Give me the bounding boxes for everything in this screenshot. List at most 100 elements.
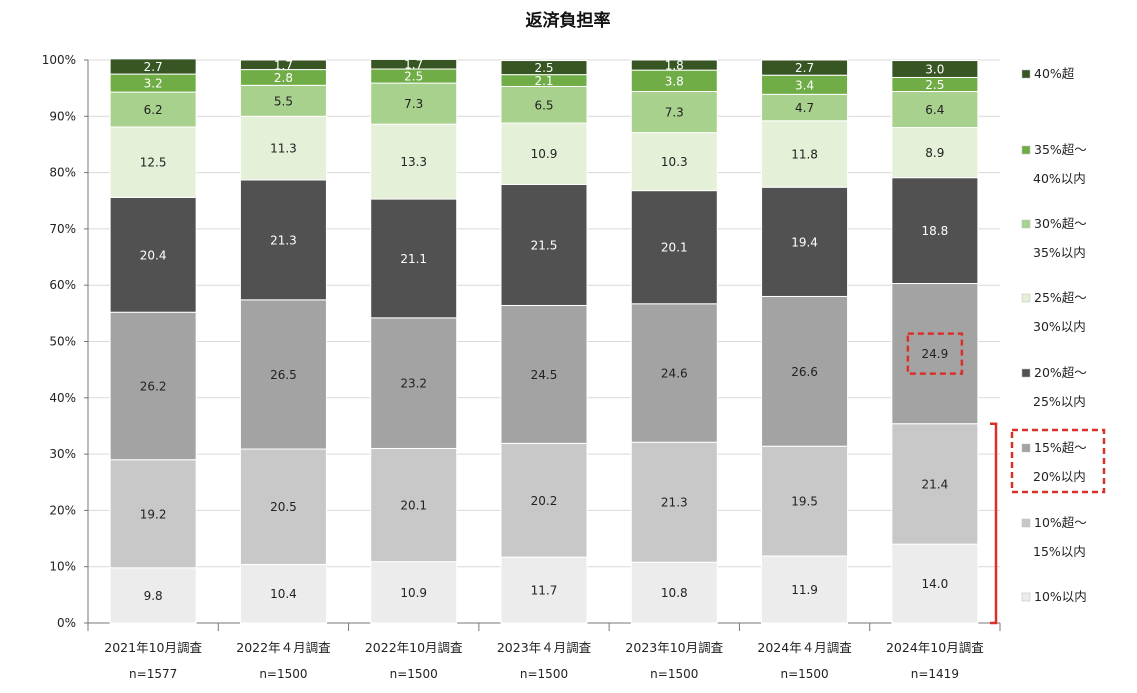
bar-segment: [630, 561, 718, 624]
data-label: 11.9: [791, 583, 818, 597]
bar-segment: [239, 448, 327, 565]
data-label: 3.8: [665, 74, 684, 88]
data-label: 10.3: [661, 155, 688, 169]
legend-label: 15%以内: [1033, 544, 1086, 559]
data-label: 18.8: [921, 224, 948, 238]
bar-segment: [370, 198, 458, 319]
data-label: 20.4: [140, 248, 167, 262]
bar-segment: [239, 59, 327, 71]
data-label: 9.8: [144, 589, 163, 603]
bar-segment: [500, 556, 588, 624]
bar-segment: [109, 196, 197, 313]
y-tick-label: 0%: [57, 616, 76, 630]
legend-label: 35%以内: [1033, 245, 1086, 260]
bar-segment: [370, 58, 458, 70]
data-label: 10.4: [270, 587, 297, 601]
y-tick-label: 50%: [49, 335, 76, 349]
data-label: 26.5: [270, 368, 297, 382]
bar-segment: [891, 177, 979, 285]
data-label: 6.2: [144, 103, 163, 117]
y-tick-label: 80%: [49, 166, 76, 180]
bar-segment: [761, 120, 849, 188]
category-label: 2022年４月調査: [236, 640, 331, 655]
data-label: 6.5: [534, 98, 553, 112]
legend-label: 10%以内: [1034, 589, 1087, 604]
data-label: 20.2: [531, 494, 558, 508]
data-label: 26.2: [140, 379, 167, 393]
legend-swatch: [1021, 219, 1031, 229]
bar-segment: [109, 311, 197, 461]
bar-segment: [109, 567, 197, 624]
bar-segment: [370, 82, 458, 125]
bar-segment: [370, 317, 458, 449]
data-label: 10.9: [400, 586, 427, 600]
data-label: 10.8: [661, 586, 688, 600]
bar-segment: [761, 295, 849, 447]
data-label: 23.2: [400, 377, 427, 391]
data-label: 2.5: [534, 61, 553, 75]
category-label: 2024年４月調査: [757, 640, 852, 655]
legend-label: 20%超〜: [1034, 365, 1087, 380]
legend-swatch: [1021, 443, 1031, 453]
bar-segment: [239, 179, 327, 301]
annotations: [906, 332, 1106, 625]
legend-swatch: [1021, 368, 1031, 378]
y-tick-label: 30%: [49, 447, 76, 461]
legend-label: 35%超〜: [1034, 142, 1087, 157]
y-tick-label: 20%: [49, 503, 76, 517]
legend-label: 30%超〜: [1034, 216, 1087, 231]
legend-highlight-box: [1010, 428, 1106, 494]
bar-segment: [891, 60, 979, 78]
sample-size-label: n=1500: [390, 667, 438, 681]
bar-segment: [891, 543, 979, 624]
data-label: 2.8: [274, 71, 293, 85]
data-label: 2.7: [144, 60, 163, 74]
legend-label: 10%超〜: [1034, 515, 1087, 530]
bar-segment: [500, 304, 588, 444]
bar-segment: [630, 59, 718, 71]
legend-label: 25%以内: [1033, 394, 1086, 409]
category-label: 2022年10月調査: [365, 640, 463, 655]
data-label: 19.2: [140, 507, 167, 521]
data-label: 21.3: [661, 496, 688, 510]
highlight-box: [906, 332, 964, 375]
data-label: 11.7: [531, 584, 558, 598]
y-tick-label: 70%: [49, 222, 76, 236]
data-label: 3.4: [795, 78, 814, 92]
data-label: 20.1: [400, 499, 427, 513]
bar-segment: [109, 91, 197, 128]
data-label: 21.5: [531, 238, 558, 252]
bar-segment: [500, 60, 588, 76]
data-label: 1.7: [274, 58, 293, 72]
data-label: 11.3: [270, 142, 297, 156]
legend-label: 20%以内: [1033, 469, 1086, 484]
data-label: 11.8: [791, 148, 818, 162]
bracket-annotation: [990, 422, 998, 625]
data-label: 20.1: [661, 241, 688, 255]
data-label: 20.5: [270, 500, 297, 514]
legend-label: 40%超: [1034, 66, 1075, 81]
bar-segment: [761, 186, 849, 297]
data-label: 26.6: [791, 365, 818, 379]
legend-label: 25%超〜: [1034, 290, 1087, 305]
bar-segment: [370, 447, 458, 563]
bar-segment: [109, 459, 197, 569]
data-label: 1.8: [665, 59, 684, 73]
legend-label: 15%超〜: [1034, 440, 1087, 455]
data-label: 2.5: [925, 78, 944, 92]
bar-segment: [370, 561, 458, 624]
legend-swatch: [1021, 293, 1031, 303]
data-label: 3.0: [925, 63, 944, 77]
category-label: 2023年４月調査: [497, 640, 592, 655]
chart-title: 返済負担率: [526, 10, 611, 31]
bar-segment: [630, 132, 718, 192]
bar-segment: [109, 126, 197, 198]
data-label: 6.4: [925, 103, 944, 117]
data-label: 7.3: [404, 97, 423, 111]
bar-segment: [239, 299, 327, 450]
legend-swatch: [1021, 518, 1031, 528]
sample-size-label: n=1419: [911, 667, 959, 681]
legend-swatch: [1021, 145, 1031, 155]
data-label: 12.5: [140, 156, 167, 170]
data-label: 21.3: [270, 233, 297, 247]
